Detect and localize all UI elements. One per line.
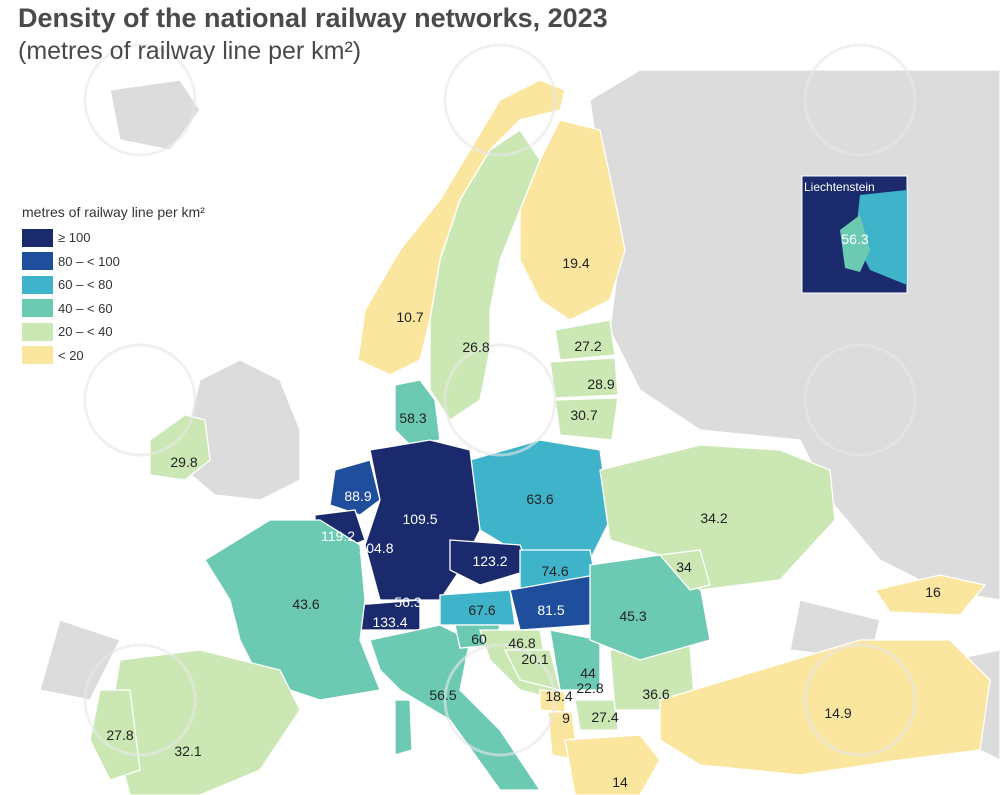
country-greece [564, 734, 661, 795]
country-lithuania [554, 397, 619, 441]
label-slovenia: 60 [471, 631, 487, 647]
country-denmark [394, 379, 441, 446]
legend-swatch [22, 252, 53, 271]
legend-label: 80 – < 100 [58, 253, 120, 269]
legend-item: 20 – < 40 [22, 320, 205, 344]
label-spain: 32.1 [174, 743, 201, 759]
legend-label: 40 – < 60 [58, 300, 113, 316]
label-ukraine: 34.2 [700, 510, 727, 526]
label-belgium: 119.2 [321, 528, 355, 544]
legend-label: 20 – < 40 [58, 324, 113, 340]
country-france [204, 519, 381, 701]
label-italy: 56.5 [429, 687, 456, 703]
legend-label: 60 – < 80 [58, 277, 113, 293]
liechtenstein-inset: Liechtenstein 56.3 [801, 175, 908, 294]
label-bosnia: 20.1 [521, 651, 548, 667]
legend-title: metres of railway line per km² [22, 204, 205, 220]
value-labels: 10.7 26.8 19.4 27.2 28.9 30.7 58.3 29.8 … [106, 255, 941, 790]
label-luxembourg: 104.8 [358, 540, 393, 556]
legend-item: 40 – < 60 [22, 297, 205, 321]
country-norway [357, 79, 566, 376]
legend-swatch [22, 228, 53, 247]
label-slovakia: 74.6 [541, 563, 568, 579]
label-czechia: 123.2 [472, 553, 507, 569]
country-north-macedonia [574, 699, 619, 731]
label-estonia: 27.2 [574, 338, 601, 354]
label-croatia: 46.8 [508, 635, 535, 651]
legend-swatch [22, 322, 53, 341]
label-latvia: 28.9 [587, 376, 614, 392]
legend-item: 80 – < 100 [22, 250, 205, 274]
legend-swatch [22, 275, 53, 294]
map-title: Density of the national railway networks… [18, 3, 608, 33]
label-bulgaria: 36.6 [642, 686, 669, 702]
legend-item: 60 – < 80 [22, 273, 205, 297]
country-finland [519, 119, 626, 321]
legend: metres of railway line per km² ≥ 100 80 … [22, 204, 205, 367]
legend-label: ≥ 100 [58, 230, 91, 246]
country-serbia [549, 629, 601, 691]
country-ireland [149, 414, 211, 481]
label-poland: 63.6 [526, 491, 553, 507]
legend-label: < 20 [58, 347, 84, 363]
label-ireland: 29.8 [170, 454, 197, 470]
title-block: Density of the national railway networks… [18, 2, 608, 67]
legend-swatch [22, 299, 53, 318]
label-serbia: 44 [580, 665, 596, 681]
label-sweden: 26.8 [462, 339, 489, 355]
label-portugal: 27.8 [106, 727, 133, 743]
label-moldova: 34 [676, 559, 692, 575]
label-greece: 14 [612, 774, 628, 790]
country-sweden [429, 129, 541, 421]
inset-value: 56.3 [841, 231, 868, 247]
label-germany: 109.5 [402, 511, 437, 527]
label-switzerland: 133.4 [372, 614, 407, 630]
map-subtitle: (metres of railway line per km²) [18, 37, 362, 65]
label-montenegro: 18.4 [545, 688, 572, 704]
label-albania: 9 [562, 710, 570, 726]
label-norway: 10.7 [396, 309, 423, 325]
label-georgia: 16 [925, 584, 941, 600]
country-czechia [449, 539, 531, 586]
country-netherlands [329, 459, 381, 516]
country-poland [469, 439, 611, 561]
country-portugal [89, 689, 141, 781]
label-romania: 45.3 [619, 608, 646, 624]
country-moldova [658, 549, 711, 591]
country-ukraine [599, 444, 836, 591]
label-kosovo: 22.8 [576, 680, 603, 696]
label-finland: 19.4 [562, 255, 589, 271]
label-turkiye: 14.9 [824, 705, 851, 721]
watermarks [83, 43, 917, 757]
country-sardinia [394, 699, 413, 756]
legend-swatch [22, 346, 53, 365]
label-north-macedonia: 27.4 [591, 709, 618, 725]
legend-item: < 20 [22, 344, 205, 368]
country-austria [439, 589, 516, 626]
legend-item: ≥ 100 [22, 226, 205, 250]
inset-label: Liechtenstein [804, 180, 875, 194]
label-netherlands: 88.9 [344, 488, 371, 504]
country-spain [109, 649, 301, 795]
label-france: 43.6 [292, 596, 319, 612]
country-georgia [873, 574, 987, 616]
label-denmark: 58.3 [399, 410, 426, 426]
label-lithuania: 30.7 [570, 407, 597, 423]
country-shapes [89, 79, 991, 795]
label-austria: 67.6 [468, 602, 495, 618]
label-hungary: 81.5 [537, 602, 564, 618]
label-liechtenstein: 56.3 [394, 594, 421, 610]
country-estonia [554, 319, 616, 361]
